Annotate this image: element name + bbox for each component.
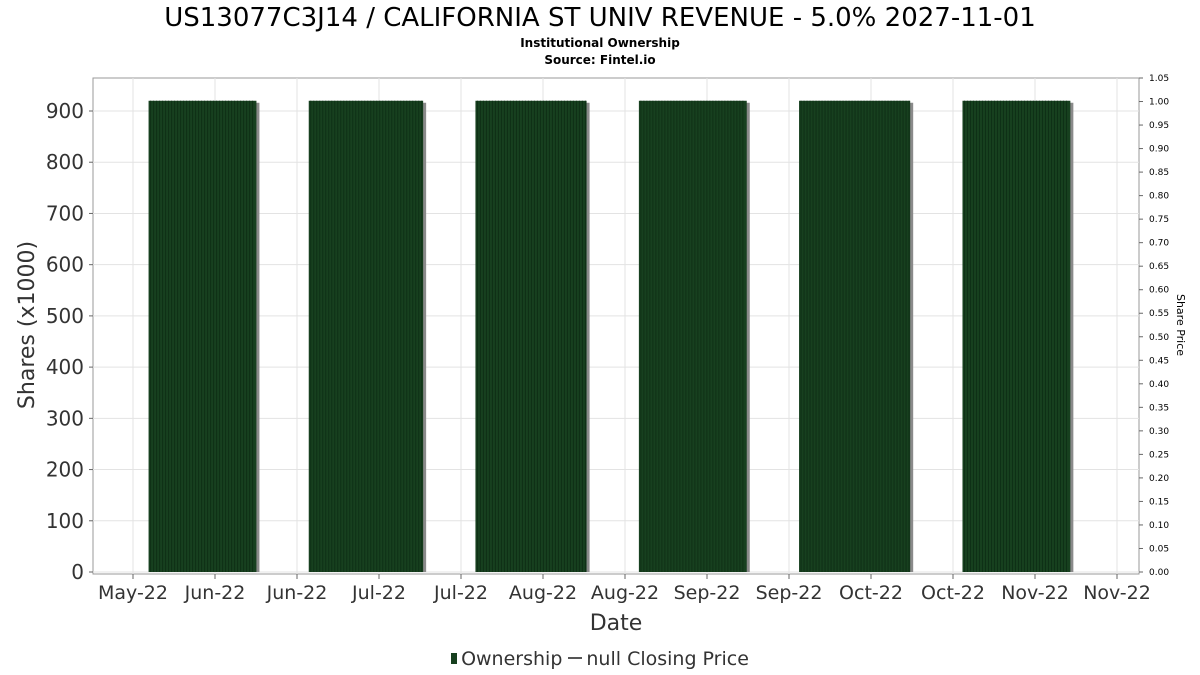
y2-tick-label: 0.90 xyxy=(1149,145,1169,155)
y2-tick-label: 0.50 xyxy=(1149,333,1169,343)
x-tick-label: Sep-22 xyxy=(674,582,741,604)
ownership-bar xyxy=(638,100,750,572)
x-axis-ticks: May-22 Jun-22 Jun-22 Jul-22 Jul-22 Aug-22 Aug-… xyxy=(98,574,1151,604)
y2-tick-label: 0.55 xyxy=(1149,309,1169,319)
legend-ownership-swatch xyxy=(451,653,458,664)
y2-tick-label: 0.40 xyxy=(1149,380,1169,390)
ownership-bar xyxy=(308,100,427,572)
y2-tick-label: 1.00 xyxy=(1149,98,1169,108)
y2-tick-label: 0.10 xyxy=(1149,521,1169,531)
y2-tick-label: 0.00 xyxy=(1149,568,1169,578)
legend-ownership-label: Ownership xyxy=(461,648,563,670)
y2-tick-label: 0.70 xyxy=(1149,239,1169,249)
chart-subtitle: Institutional Ownership xyxy=(520,36,680,50)
y2-tick-label: 0.85 xyxy=(1149,168,1169,178)
bar-body xyxy=(148,100,257,572)
bar-series xyxy=(148,100,1074,572)
ownership-bar xyxy=(148,100,260,572)
bar-body xyxy=(638,100,747,572)
y-tick-label: 600 xyxy=(46,253,84,277)
x-tick-label: Jul-22 xyxy=(433,582,488,604)
y2-tick-label: 0.05 xyxy=(1149,544,1169,554)
x-tick-label: Sep-22 xyxy=(756,582,823,604)
x-tick-label: Jun-22 xyxy=(266,582,328,604)
y2-tick-label: 1.05 xyxy=(1149,74,1169,84)
x-tick-label: May-22 xyxy=(98,582,168,604)
x-tick-label: Oct-22 xyxy=(839,582,903,604)
ownership-bar xyxy=(799,100,914,572)
bar-body xyxy=(962,100,1071,572)
y-tick-label: 500 xyxy=(46,304,84,328)
y2-tick-label: 0.65 xyxy=(1149,262,1169,272)
y2-tick-label: 0.60 xyxy=(1149,286,1169,296)
legend: Ownership null Closing Price xyxy=(0,648,1200,670)
y-tick-label: 900 xyxy=(46,99,84,123)
y-tick-label: 300 xyxy=(46,406,84,430)
y-tick-label: 400 xyxy=(46,355,84,379)
x-tick-label: Aug-22 xyxy=(509,582,577,604)
x-tick-label: Jun-22 xyxy=(184,582,246,604)
y-tick-label: 0 xyxy=(71,560,84,584)
y2-tick-label: 0.25 xyxy=(1149,450,1169,460)
x-tick-label: Nov-22 xyxy=(1001,582,1069,604)
x-tick-label: Nov-22 xyxy=(1083,582,1151,604)
y2-tick-label: 0.45 xyxy=(1149,356,1169,366)
y2-tick-label: 0.35 xyxy=(1149,403,1169,413)
y-tick-label: 200 xyxy=(46,458,84,482)
chart-source: Source: Fintel.io xyxy=(544,53,656,67)
chart-title: US13077C3J14 / CALIFORNIA ST UNIV REVENU… xyxy=(164,3,1036,33)
x-axis-label: Date xyxy=(590,611,643,636)
y-tick-label: 100 xyxy=(46,509,84,533)
y-axis-ticks: 0 100 200 300 400 500 600 700 800 900 xyxy=(46,99,93,584)
y-tick-label: 700 xyxy=(46,201,84,225)
y-axis-label: Shares (x1000) xyxy=(15,241,40,409)
y2-axis-label: Share Price xyxy=(1174,294,1187,356)
y2-tick-label: 0.80 xyxy=(1149,192,1169,202)
ownership-bar xyxy=(475,100,590,572)
y2-tick-label: 0.15 xyxy=(1149,497,1169,507)
x-tick-label: Oct-22 xyxy=(921,582,985,604)
x-tick-label: Jul-22 xyxy=(351,582,406,604)
y-tick-label: 800 xyxy=(46,150,84,174)
y2-tick-label: 0.95 xyxy=(1149,121,1169,131)
y2-axis-ticks: 0.00 0.05 0.10 0.15 0.20 0.25 0.30 0.35 0.40 0.45… xyxy=(1139,74,1169,578)
y2-tick-label: 0.75 xyxy=(1149,215,1169,225)
legend-price-line xyxy=(568,657,583,659)
ownership-bar xyxy=(962,100,1074,572)
legend-price-label: null Closing Price xyxy=(586,648,749,670)
y2-tick-label: 0.30 xyxy=(1149,427,1169,437)
x-tick-label: Aug-22 xyxy=(591,582,659,604)
y2-tick-label: 0.20 xyxy=(1149,474,1169,484)
